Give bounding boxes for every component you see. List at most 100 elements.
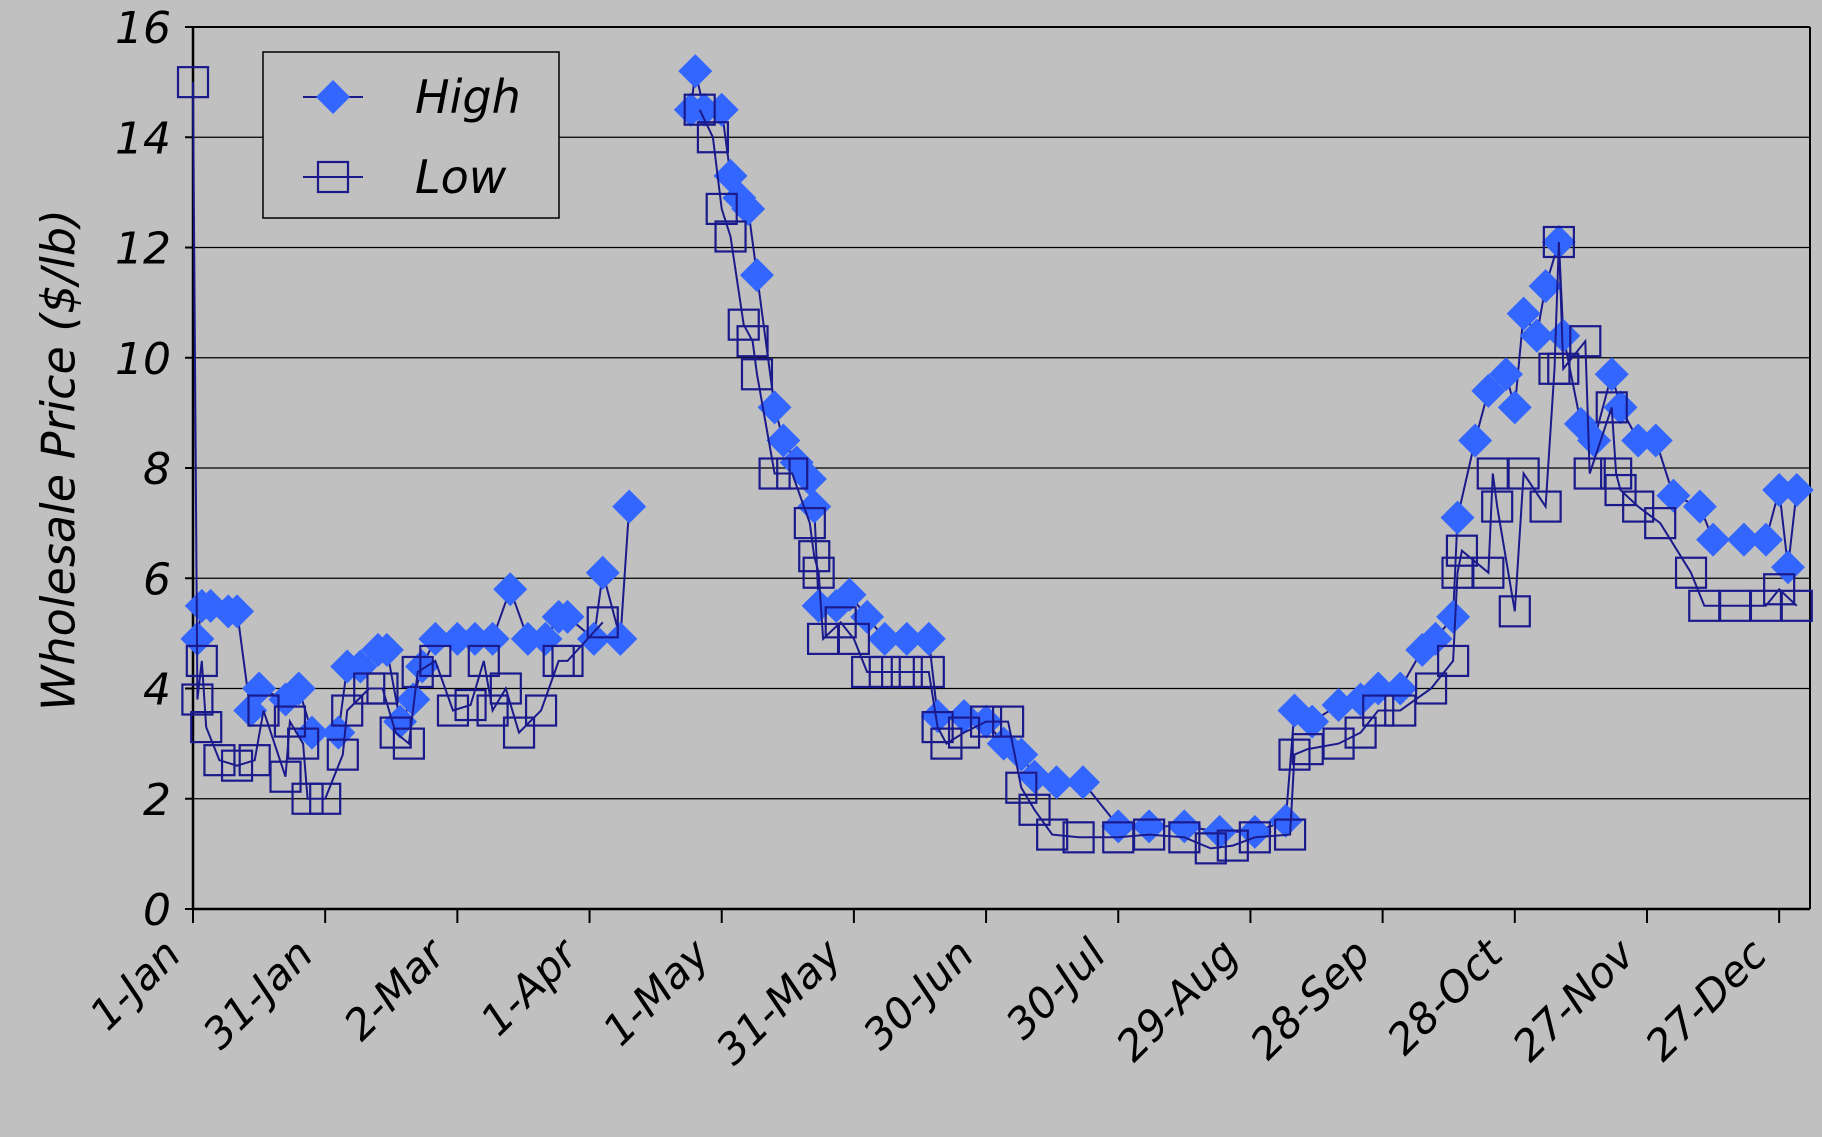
marker-diamond bbox=[510, 621, 545, 656]
marker-square bbox=[736, 325, 769, 358]
marker-square bbox=[309, 782, 342, 815]
x-tick-label: 1-Jan bbox=[80, 929, 190, 1039]
marker-square bbox=[181, 683, 214, 716]
marker-diamond bbox=[576, 621, 611, 656]
marker-diamond bbox=[1361, 671, 1396, 706]
marker-square bbox=[203, 744, 236, 777]
marker-square bbox=[912, 655, 945, 689]
marker-diamond bbox=[1488, 357, 1523, 392]
x-tick-label: 28-Oct bbox=[1377, 928, 1513, 1064]
marker-square bbox=[291, 782, 324, 815]
marker-diamond bbox=[889, 621, 924, 656]
x-tick-label: 1-Apr bbox=[471, 927, 589, 1045]
marker-diamond bbox=[383, 704, 418, 739]
marker-square bbox=[802, 556, 835, 589]
marker-square bbox=[476, 694, 509, 727]
marker-square bbox=[331, 694, 364, 727]
marker-square bbox=[1344, 716, 1377, 749]
legend-label: High bbox=[415, 70, 521, 124]
marker-square bbox=[1595, 391, 1628, 424]
marker-diamond bbox=[1458, 423, 1493, 458]
marker-square bbox=[287, 727, 320, 760]
marker-diamond bbox=[369, 632, 404, 667]
marker-square bbox=[247, 694, 280, 727]
marker-square bbox=[1216, 829, 1249, 862]
marker-diamond bbox=[1506, 296, 1541, 331]
marker-diamond bbox=[316, 80, 350, 114]
marker-diamond bbox=[1471, 373, 1506, 408]
marker-square bbox=[793, 507, 826, 540]
marker-diamond bbox=[418, 621, 453, 656]
marker-diamond bbox=[1726, 522, 1761, 557]
marker-diamond bbox=[1039, 765, 1074, 800]
marker-square bbox=[1622, 490, 1655, 523]
x-tick-label: 29-Aug bbox=[1106, 929, 1247, 1070]
marker-square bbox=[316, 160, 350, 194]
marker-square bbox=[727, 308, 760, 341]
marker-square bbox=[1569, 325, 1602, 358]
marker-diamond bbox=[528, 621, 563, 656]
marker-square bbox=[1437, 644, 1470, 678]
legend-label: Low bbox=[415, 150, 507, 204]
marker-square bbox=[714, 220, 747, 253]
x-tick-label: 30-Jul bbox=[996, 929, 1115, 1048]
marker-square bbox=[1018, 793, 1051, 826]
marker-square bbox=[1573, 457, 1606, 490]
marker-diamond bbox=[396, 682, 431, 717]
marker-square bbox=[837, 622, 870, 655]
marker-square bbox=[1498, 595, 1531, 628]
marker-diamond bbox=[1594, 357, 1629, 392]
marker-square bbox=[1507, 457, 1540, 490]
marker-square bbox=[1036, 818, 1069, 851]
marker-square bbox=[1529, 490, 1562, 523]
marker-diamond bbox=[612, 489, 647, 524]
marker-square bbox=[992, 705, 1025, 738]
marker-diamond bbox=[850, 599, 885, 634]
marker-square bbox=[1644, 507, 1677, 540]
marker-square bbox=[273, 705, 307, 738]
marker-diamond bbox=[294, 715, 329, 750]
marker-square bbox=[238, 744, 271, 777]
marker-diamond bbox=[1528, 269, 1563, 304]
marker-square bbox=[1445, 534, 1479, 567]
y-tick-label: 4 bbox=[143, 665, 171, 716]
marker-diamond bbox=[585, 555, 620, 590]
marker-diamond bbox=[797, 489, 832, 524]
marker-diamond bbox=[475, 621, 510, 656]
marker-square bbox=[454, 688, 487, 722]
marker-diamond bbox=[1237, 814, 1272, 849]
marker-square bbox=[401, 655, 434, 689]
marker-square bbox=[220, 749, 254, 782]
marker-diamond bbox=[550, 599, 585, 634]
y-tick-label: 14 bbox=[115, 113, 171, 164]
marker-square bbox=[1472, 556, 1505, 589]
marker-square bbox=[696, 121, 730, 154]
marker-diamond bbox=[1066, 765, 1101, 800]
marker-square bbox=[392, 727, 425, 760]
marker-square bbox=[1600, 457, 1633, 490]
marker-square bbox=[176, 66, 210, 99]
x-tick-label: 28-Sep bbox=[1241, 929, 1380, 1068]
y-tick-label: 6 bbox=[143, 554, 171, 605]
marker-square bbox=[1362, 694, 1395, 727]
marker-diamond bbox=[1295, 704, 1330, 739]
marker-square bbox=[1133, 818, 1166, 851]
marker-square bbox=[683, 93, 716, 126]
marker-diamond bbox=[1748, 522, 1783, 557]
marker-diamond bbox=[1621, 423, 1656, 458]
marker-diamond bbox=[920, 699, 955, 734]
marker-square bbox=[930, 727, 963, 760]
marker-square bbox=[851, 655, 884, 689]
marker-square bbox=[758, 457, 791, 490]
marker-square bbox=[524, 694, 558, 727]
marker-diamond bbox=[281, 671, 316, 706]
marker-diamond bbox=[1132, 809, 1167, 844]
marker-diamond bbox=[832, 577, 867, 612]
marker-diamond bbox=[1519, 318, 1554, 353]
marker-square bbox=[776, 457, 809, 490]
marker-diamond bbox=[1779, 473, 1814, 508]
marker-square bbox=[868, 655, 901, 689]
marker-square bbox=[1194, 832, 1227, 865]
y-tick-label: 2 bbox=[143, 775, 171, 826]
